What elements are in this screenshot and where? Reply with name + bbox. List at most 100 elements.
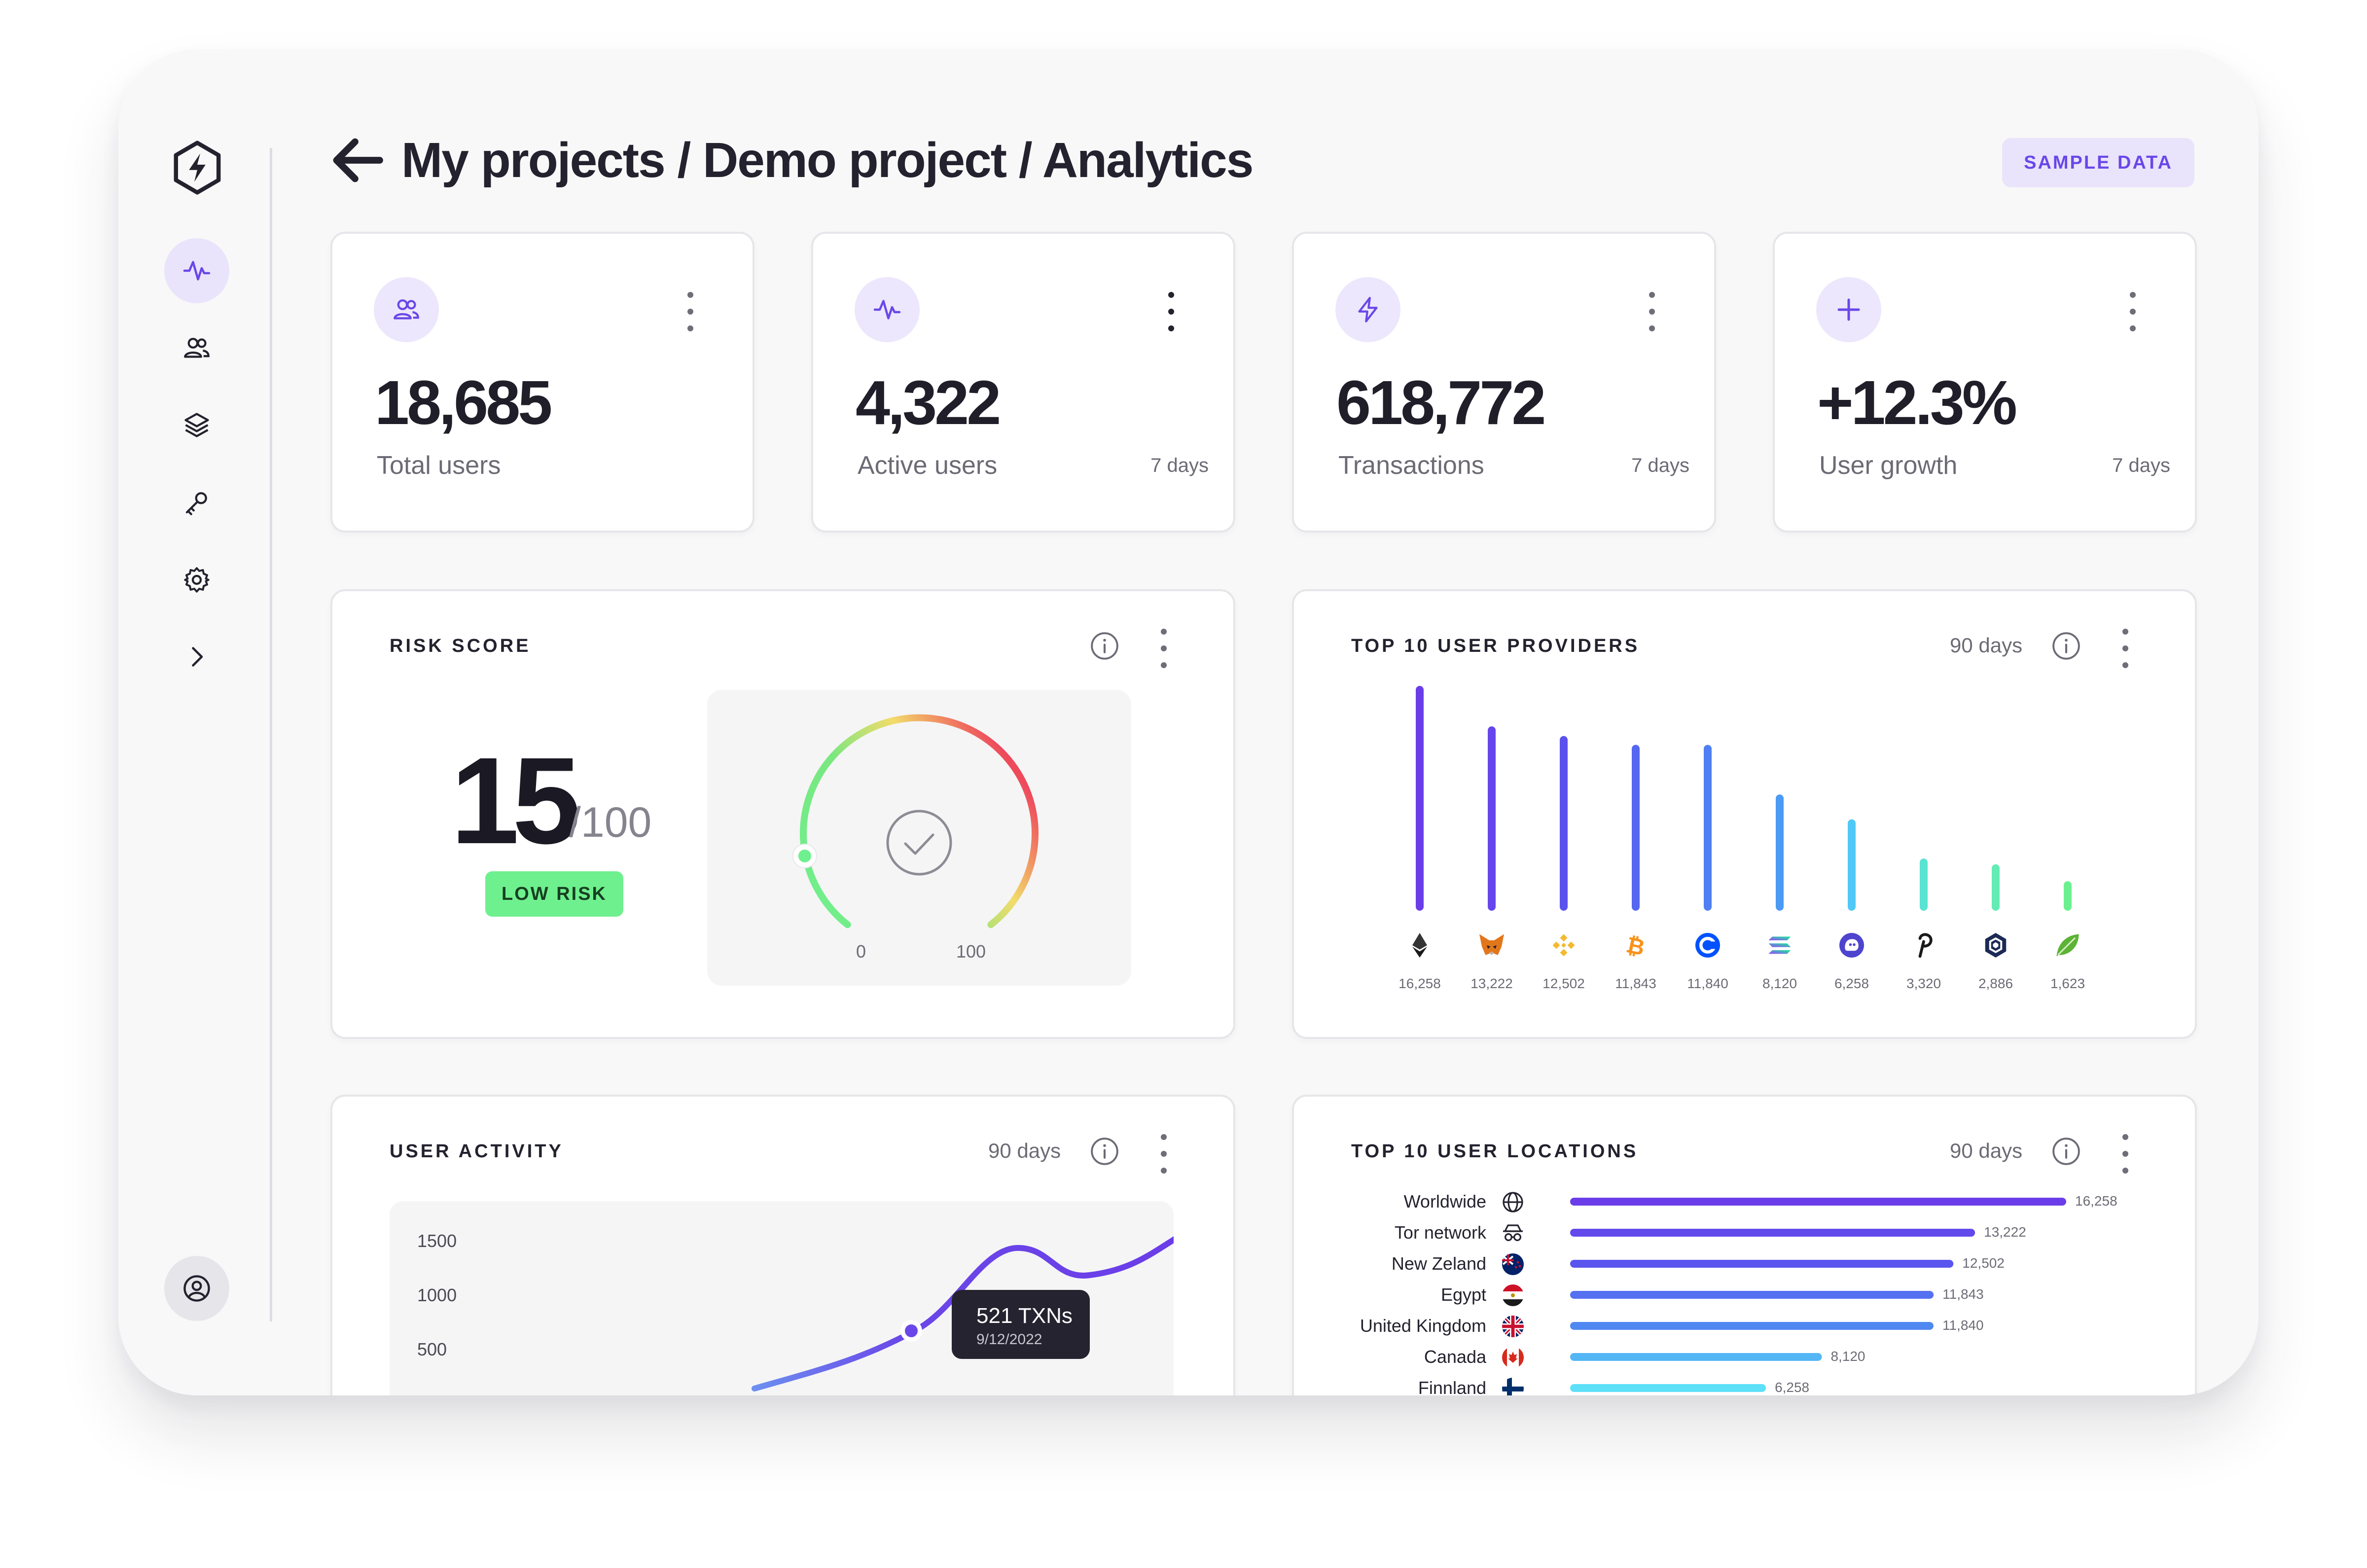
more-options-icon[interactable] (1159, 629, 1169, 668)
risk-score-max: /100 (569, 799, 652, 846)
panel-period[interactable]: 90 days (988, 1139, 1061, 1162)
stat-icon-badge (855, 277, 920, 342)
risk-gauge: 0 100 (707, 690, 1131, 986)
risk-score-panel: RISK SCORE 15 /100 LOW RISK (330, 589, 1235, 1039)
stat-value: 18,685 (375, 368, 552, 437)
stat-label: Total users (377, 451, 501, 480)
stat-card-transactions: 618,772 Transactions 7 days (1292, 232, 1716, 533)
more-options-icon[interactable] (1166, 292, 1176, 331)
stat-icon-badge (374, 277, 439, 342)
sidebar-divider (270, 148, 272, 1321)
provider-value-label: 11,843 (1615, 976, 1656, 991)
stat-value: +12.3% (1817, 368, 2017, 437)
sidebar-item-layers[interactable] (164, 392, 229, 458)
account-button[interactable] (164, 1256, 229, 1321)
stat-period: 7 days (2112, 455, 2170, 476)
stat-period: 7 days (1631, 455, 1689, 476)
provider-value-label: 1,623 (2050, 976, 2085, 991)
sidebar-item-analytics[interactable] (164, 238, 229, 303)
location-label: Egypt (1440, 1284, 1486, 1305)
sidebar (118, 49, 271, 1395)
activity-icon (183, 261, 211, 281)
location-value-label: 16,258 (2075, 1193, 2117, 1209)
location-label: Worldwide (1403, 1191, 1486, 1212)
location-label: New Zeland (1391, 1253, 1486, 1274)
locations-bar-chart (1570, 1198, 2066, 1392)
breadcrumb-text[interactable]: My projects / Demo project / Analytics (401, 132, 1254, 188)
more-options-icon[interactable] (1647, 292, 1657, 331)
flag-finland-icon (1502, 1378, 1524, 1395)
user-circle-icon (183, 1275, 210, 1302)
provider-value-label: 8,120 (1762, 976, 1797, 991)
more-options-icon[interactable] (2120, 629, 2130, 668)
sidebar-item-keys[interactable] (164, 470, 229, 535)
flag-egypt-icon (1502, 1284, 1524, 1306)
plus-icon (1837, 298, 1860, 321)
provider-value-label: 6,258 (1834, 976, 1869, 991)
panel-title: TOP 10 USER LOCATIONS (1351, 1141, 1639, 1162)
stat-icon-badge (1816, 277, 1881, 342)
more-options-icon[interactable] (1159, 1134, 1169, 1174)
panel-period[interactable]: 90 days (1950, 634, 2023, 657)
stat-period: 7 days (1150, 455, 1209, 476)
stat-card-total-users: 18,685 Total users (330, 232, 754, 533)
location-value-label: 11,840 (1942, 1318, 1984, 1333)
back-arrow-icon[interactable] (330, 136, 385, 185)
location-label: Canada (1424, 1347, 1486, 1367)
ethereum-icon (1412, 933, 1427, 958)
flag-uk-icon (1502, 1316, 1524, 1337)
provider-value-label: 3,320 (1906, 976, 1941, 991)
metamask-icon (1479, 934, 1504, 955)
gauge-min-label: 0 (856, 941, 866, 962)
more-options-icon[interactable] (2120, 1134, 2130, 1174)
sample-data-button[interactable]: SAMPLE DATA (2002, 138, 2194, 187)
chevron-right-icon (192, 647, 203, 667)
panel-title: RISK SCORE (390, 636, 531, 656)
provider-value-label: 11,840 (1687, 976, 1728, 991)
bitcoin-icon: ₿ (1624, 931, 1647, 960)
location-value-label: 12,502 (1962, 1255, 2005, 1271)
info-icon[interactable] (1089, 631, 1120, 661)
activity-icon (873, 300, 901, 320)
more-options-icon[interactable] (685, 292, 695, 331)
stat-label: User growth (1819, 451, 1958, 480)
y-tick-label: 1000 (417, 1285, 457, 1305)
tooltip-date: 9/12/2022 (976, 1331, 1042, 1348)
y-tick-label: 1500 (417, 1231, 457, 1251)
risk-score-value: 15 (451, 732, 581, 869)
more-options-icon[interactable] (2128, 292, 2138, 331)
gauge-arc (792, 714, 1039, 928)
bolt-icon (1358, 297, 1378, 322)
location-value-label: 6,258 (1775, 1380, 1810, 1395)
logo-hexagon-bolt-icon[interactable] (168, 138, 227, 197)
panel-title: TOP 10 USER PROVIDERS (1351, 636, 1640, 656)
provider-value-label: 13,222 (1470, 976, 1513, 991)
tooltip-value: 521 TXNs (976, 1304, 1073, 1328)
stat-value: 618,772 (1336, 368, 1546, 437)
binance-icon (1552, 934, 1575, 957)
user-activity-panel: USER ACTIVITY 90 days 1500 1000 500 (330, 1095, 1235, 1395)
stat-card-active-users: 4,322 Active users 7 days (811, 232, 1235, 533)
sidebar-item-users[interactable] (164, 316, 229, 381)
location-value-label: 8,120 (1830, 1349, 1865, 1364)
users-icon (184, 338, 210, 358)
info-icon[interactable] (2051, 631, 2081, 661)
risk-level-badge: LOW RISK (485, 871, 623, 917)
info-icon[interactable] (1089, 1136, 1120, 1167)
flag-new-zealand-icon (1502, 1253, 1524, 1275)
panel-title: USER ACTIVITY (390, 1141, 564, 1162)
flag-canada-icon (1502, 1347, 1524, 1368)
activity-chart-area: 1500 1000 500 521 TXNs 9/12/2022 (390, 1201, 1174, 1395)
solana-icon (1768, 936, 1791, 954)
panel-period[interactable]: 90 days (1950, 1139, 2023, 1162)
info-icon[interactable] (2051, 1136, 2081, 1167)
key-icon (185, 492, 207, 515)
polkadot-icon (1918, 933, 1933, 958)
providers-bar-chart (1416, 686, 2072, 911)
sidebar-item-settings[interactable] (164, 547, 229, 612)
phantom-icon (1839, 933, 1864, 958)
gear-icon (184, 567, 210, 593)
sidebar-expand[interactable] (164, 624, 229, 689)
activity-series-line (752, 1236, 1174, 1391)
stat-icon-badge (1335, 277, 1400, 342)
